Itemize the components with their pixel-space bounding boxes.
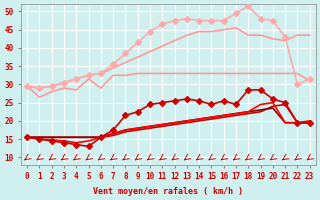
X-axis label: Vent moyen/en rafales ( km/h ): Vent moyen/en rafales ( km/h )	[93, 187, 244, 196]
